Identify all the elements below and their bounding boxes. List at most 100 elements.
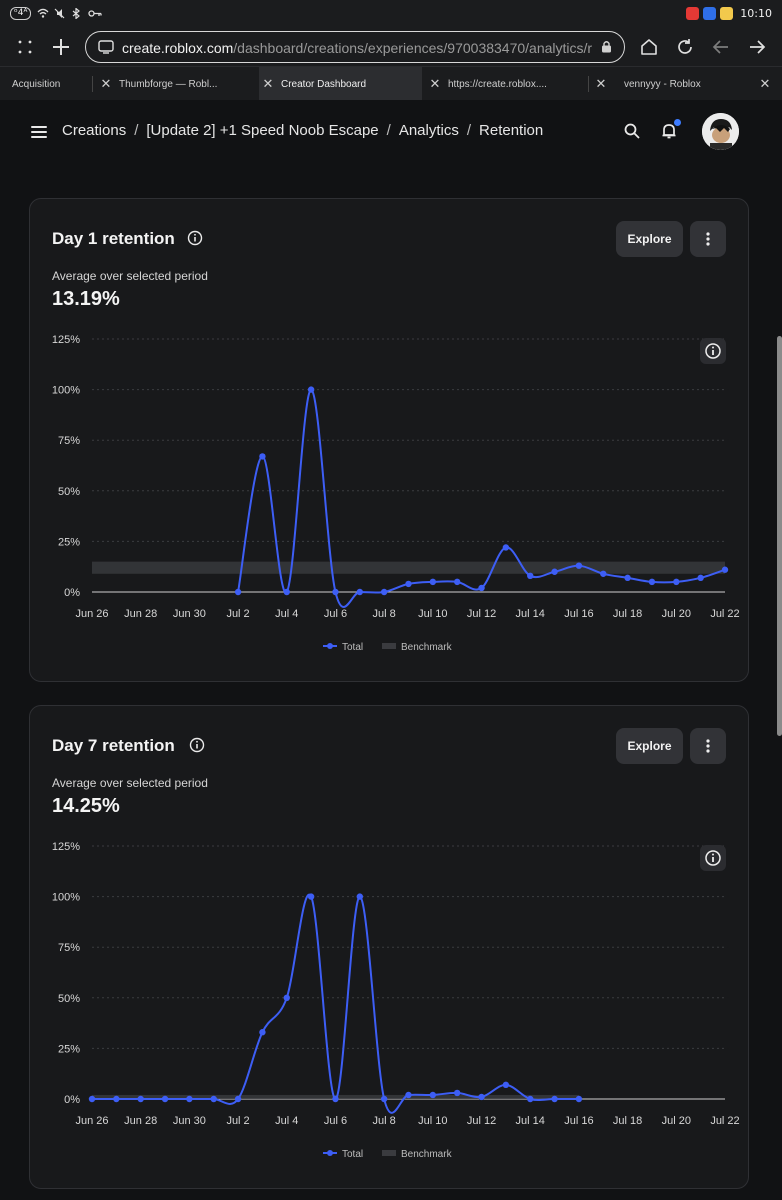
- y-tick-label: 125%: [52, 841, 80, 853]
- more-vertical-icon: [706, 232, 710, 246]
- tab-acquisition[interactable]: Acquisition: [0, 67, 92, 101]
- wifi-icon: [37, 8, 49, 19]
- clock: 10:10: [740, 7, 772, 20]
- x-tick-label: Jun 28: [124, 608, 157, 620]
- close-icon[interactable]: ✕: [759, 76, 771, 91]
- close-icon[interactable]: ✕: [262, 76, 274, 91]
- info-icon[interactable]: [187, 230, 203, 246]
- total-data-point: [332, 1095, 339, 1103]
- plus-icon: [53, 39, 69, 55]
- status-bar: ᵒ4ᴬ 10:10: [0, 0, 782, 28]
- forward-button[interactable]: [744, 34, 770, 60]
- game-app-icon: [720, 7, 734, 20]
- breadcrumb-creations[interactable]: Creations: [62, 122, 127, 139]
- browser-toolbar: create.roblox.com/dashboard/creations/ex…: [0, 28, 782, 66]
- total-data-point: [453, 1089, 461, 1097]
- tab-creator-dashboard[interactable]: ✕ Creator Dashboard: [259, 67, 422, 101]
- total-data-point: [405, 580, 412, 588]
- total-data-point: [88, 1095, 96, 1103]
- total-series-line: [237, 388, 726, 608]
- breadcrumb-analytics[interactable]: Analytics: [398, 122, 459, 139]
- x-tick-label: Jul 4: [275, 1115, 298, 1127]
- tab-strip: Acquisition ✕ Thumbforge — Robl... ✕ Cre…: [0, 66, 782, 101]
- x-tick-label: Jul 18: [613, 608, 642, 620]
- average-label: Average over selected period: [52, 269, 208, 283]
- x-tick-label: Jul 20: [662, 608, 691, 620]
- total-data-point: [648, 578, 656, 586]
- address-bar[interactable]: create.roblox.com/dashboard/creations/ex…: [85, 31, 625, 63]
- close-icon[interactable]: ✕: [595, 76, 607, 91]
- x-tick-label: Jul 8: [373, 1115, 396, 1127]
- total-data-point: [575, 1095, 583, 1103]
- total-data-point: [234, 1095, 242, 1103]
- reload-button[interactable]: [672, 34, 698, 60]
- x-tick-label: Jul 16: [564, 608, 593, 620]
- search-icon[interactable]: [623, 122, 641, 140]
- explore-button[interactable]: Explore: [616, 221, 683, 257]
- more-options-button[interactable]: [690, 221, 726, 257]
- tab-create-roblox[interactable]: ✕ https://create.roblox....: [426, 67, 586, 101]
- tab-divider: [588, 76, 589, 92]
- y-tick-label: 75%: [58, 435, 80, 447]
- x-tick-label: Jun 26: [75, 608, 108, 620]
- legend-total-marker: [327, 643, 333, 649]
- total-data-point: [527, 1095, 534, 1103]
- tab-label: vennyyy - Roblox: [624, 78, 701, 90]
- total-data-point: [575, 562, 583, 569]
- info-icon[interactable]: [189, 737, 205, 753]
- x-tick-label: Jul 2: [226, 608, 249, 620]
- total-data-point: [380, 1095, 388, 1103]
- avatar[interactable]: [702, 113, 739, 150]
- apps-grid-button[interactable]: [12, 34, 38, 60]
- new-tab-button[interactable]: [48, 34, 74, 60]
- arrow-left-icon: [712, 40, 728, 54]
- reload-icon: [678, 39, 692, 54]
- total-data-point: [307, 386, 315, 393]
- total-data-point: [259, 453, 266, 460]
- total-data-point: [624, 574, 631, 582]
- total-data-point: [429, 578, 437, 586]
- total-data-point: [502, 1081, 510, 1089]
- average-value: 14.25%: [52, 795, 120, 817]
- breadcrumb-separator: /: [134, 122, 139, 139]
- breadcrumb-experience[interactable]: [Update 2] +1 Speed Noob Escape: [146, 122, 379, 139]
- day1-retention-chart: 0% 25% 50% 75% 100% 125% Jun 26 Jun 28 Jun 30 Jul…: [52, 334, 740, 653]
- x-tick-label: Jul 6: [324, 608, 347, 620]
- total-data-point: [673, 578, 680, 586]
- x-tick-label: Jun 30: [173, 1115, 206, 1127]
- x-tick-label: Jun 28: [124, 1115, 157, 1127]
- tab-close-extra[interactable]: ✕: [756, 67, 782, 101]
- page-content: Creations / [Update 2] +1 Speed Noob Esc…: [0, 100, 782, 1200]
- legend-total-marker: [327, 1150, 333, 1156]
- legend-total-label: Total: [342, 1149, 363, 1160]
- chart-info-icon: [700, 338, 726, 364]
- x-tick-label: Jul 22: [710, 608, 739, 620]
- close-icon[interactable]: ✕: [429, 76, 441, 91]
- tab-label: https://create.roblox....: [448, 78, 547, 90]
- bell-icon[interactable]: [660, 122, 678, 140]
- breadcrumb-separator: /: [466, 122, 472, 139]
- total-data-point: [527, 572, 534, 580]
- more-options-button[interactable]: [690, 728, 726, 764]
- explore-button[interactable]: Explore: [616, 728, 683, 764]
- total-data-point: [502, 544, 510, 551]
- network-indicator: ᵒ4ᴬ: [10, 7, 32, 20]
- notification-dot: [674, 119, 681, 126]
- x-tick-label: Jul 6: [324, 1115, 347, 1127]
- menu-button[interactable]: [31, 126, 47, 138]
- y-tick-label: 0%: [64, 1094, 80, 1106]
- legend-benchmark-label: Benchmark: [401, 1149, 453, 1160]
- bluetooth-icon: [71, 7, 82, 20]
- close-icon[interactable]: ✕: [100, 76, 112, 91]
- tab-label: Acquisition: [12, 78, 61, 90]
- tab-vennyyy[interactable]: ✕ vennyyy - Roblox: [592, 67, 752, 101]
- scrollbar-thumb[interactable]: [777, 336, 782, 736]
- total-data-point: [551, 1095, 558, 1103]
- x-tick-label: Jul 4: [275, 608, 298, 620]
- tab-thumbforge[interactable]: ✕ Thumbforge — Robl...: [97, 67, 257, 101]
- y-tick-label: 50%: [58, 993, 80, 1005]
- home-button[interactable]: [636, 34, 662, 60]
- back-button[interactable]: [708, 34, 734, 60]
- legend-benchmark-swatch: [382, 643, 396, 649]
- benchmark-band: [92, 561, 725, 574]
